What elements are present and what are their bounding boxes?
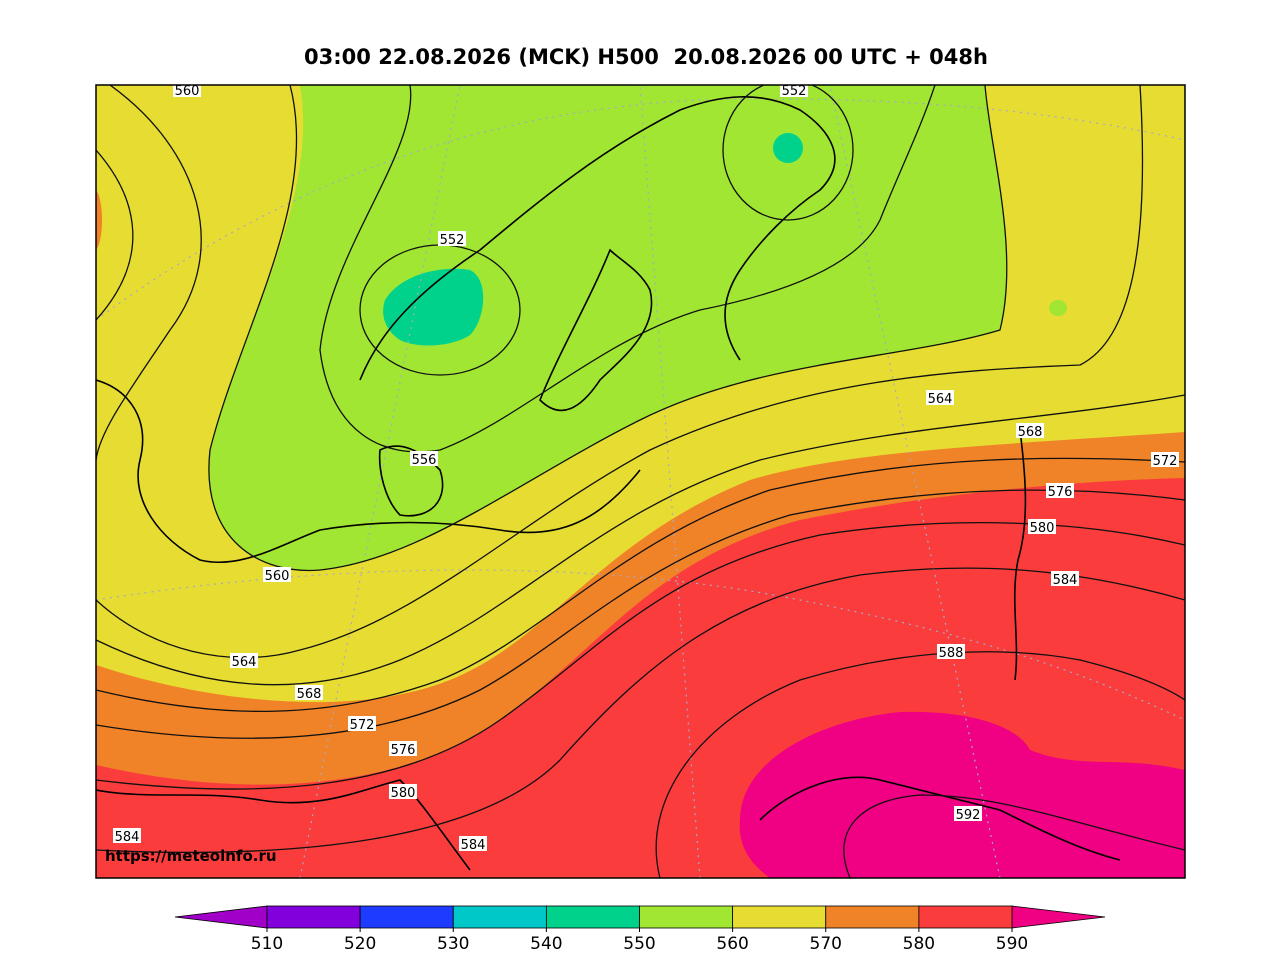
contour-label-box xyxy=(113,828,141,843)
contour-label-box xyxy=(1051,571,1079,586)
contour-label: 584 xyxy=(115,830,140,845)
map: 560 552 552 556 560 564 568 572 576 580 584 588 564 5… xyxy=(96,84,1185,878)
isohypses xyxy=(96,85,1185,878)
colorbar-segment xyxy=(639,905,734,929)
contour-label: 584 xyxy=(461,838,486,853)
band-590-plus xyxy=(739,711,1185,878)
contour-label-box xyxy=(263,567,291,582)
contour-label-box xyxy=(1016,423,1044,438)
contour-label-box xyxy=(1028,519,1056,534)
contour-label: 572 xyxy=(1153,454,1178,469)
contour-label: 572 xyxy=(350,718,375,733)
colorbar-tick-label: 550 xyxy=(623,934,655,954)
contour-label: 560 xyxy=(265,569,290,584)
colorbar-segment xyxy=(452,905,547,929)
colorbar-tick-label: 560 xyxy=(716,934,748,954)
colorbar-tick-label: 530 xyxy=(437,934,469,954)
band-540-550 xyxy=(383,268,484,346)
contour-label-box xyxy=(459,836,487,851)
contour-label: 580 xyxy=(1030,521,1055,536)
contour-label-box xyxy=(389,784,417,799)
contour-label-box xyxy=(389,741,417,756)
contour-label-box xyxy=(926,390,954,405)
contour-labels: 560 552 552 556 560 564 568 572 576 580 584 588 564 5… xyxy=(113,84,1179,853)
contour-label: 568 xyxy=(297,687,322,702)
coastlines xyxy=(96,96,1121,871)
contour-label-box xyxy=(780,85,808,97)
contour-label-box xyxy=(954,806,982,821)
contour-label-box xyxy=(230,653,258,668)
contour-label-box xyxy=(173,85,201,97)
colorbar-segment xyxy=(545,905,640,929)
contour-label: 552 xyxy=(782,84,807,99)
colorbar-tick-label: 570 xyxy=(810,934,842,954)
contour-label: 588 xyxy=(939,646,964,661)
contour-label: 584 xyxy=(1053,573,1078,588)
contour-label-box xyxy=(295,685,323,700)
map-title: 03:00 22.08.2026 (MCK) H500 20.08.2026 0… xyxy=(304,45,988,69)
colorbar: 510 520 530 540 550 560 570 580 590 xyxy=(174,905,1106,954)
colorbar-tick-label: 580 xyxy=(903,934,935,954)
colorbar-segment xyxy=(266,905,361,929)
band-570-580 xyxy=(96,190,102,250)
contour-label: 576 xyxy=(391,743,416,758)
contour-label-box xyxy=(438,231,466,246)
watermark: https://meteoinfo.ru xyxy=(105,847,277,865)
colorbar-segment xyxy=(918,905,1013,929)
contour-label: 568 xyxy=(1018,425,1043,440)
colorbar-tick-label: 520 xyxy=(344,934,376,954)
colorbar-tick-label: 590 xyxy=(996,934,1028,954)
contour-label: 560 xyxy=(175,84,200,99)
map-frame xyxy=(95,84,1186,879)
contour-label: 580 xyxy=(391,786,416,801)
colorbar-segment xyxy=(732,905,827,929)
contour-label: 552 xyxy=(440,233,465,248)
contour-label: 556 xyxy=(412,453,437,468)
graticule xyxy=(96,85,1185,878)
contour-label: 564 xyxy=(928,392,953,407)
contour-label: 564 xyxy=(232,655,257,670)
contour-label-box xyxy=(937,644,965,659)
contour-label: 576 xyxy=(1048,485,1073,500)
band-540-550 xyxy=(773,133,803,163)
colorbar-tick-label: 540 xyxy=(530,934,562,954)
contour-label-box xyxy=(1151,452,1179,467)
contour-label-box xyxy=(348,716,376,731)
contour-label-box xyxy=(1046,483,1074,498)
contour-label-box xyxy=(410,451,438,466)
colorbar-tick-label: 510 xyxy=(251,934,283,954)
colorbar-segment xyxy=(825,905,920,929)
colorbar-segment xyxy=(359,905,454,929)
band-550-560 xyxy=(1049,300,1067,316)
contour-label: 592 xyxy=(956,808,981,823)
